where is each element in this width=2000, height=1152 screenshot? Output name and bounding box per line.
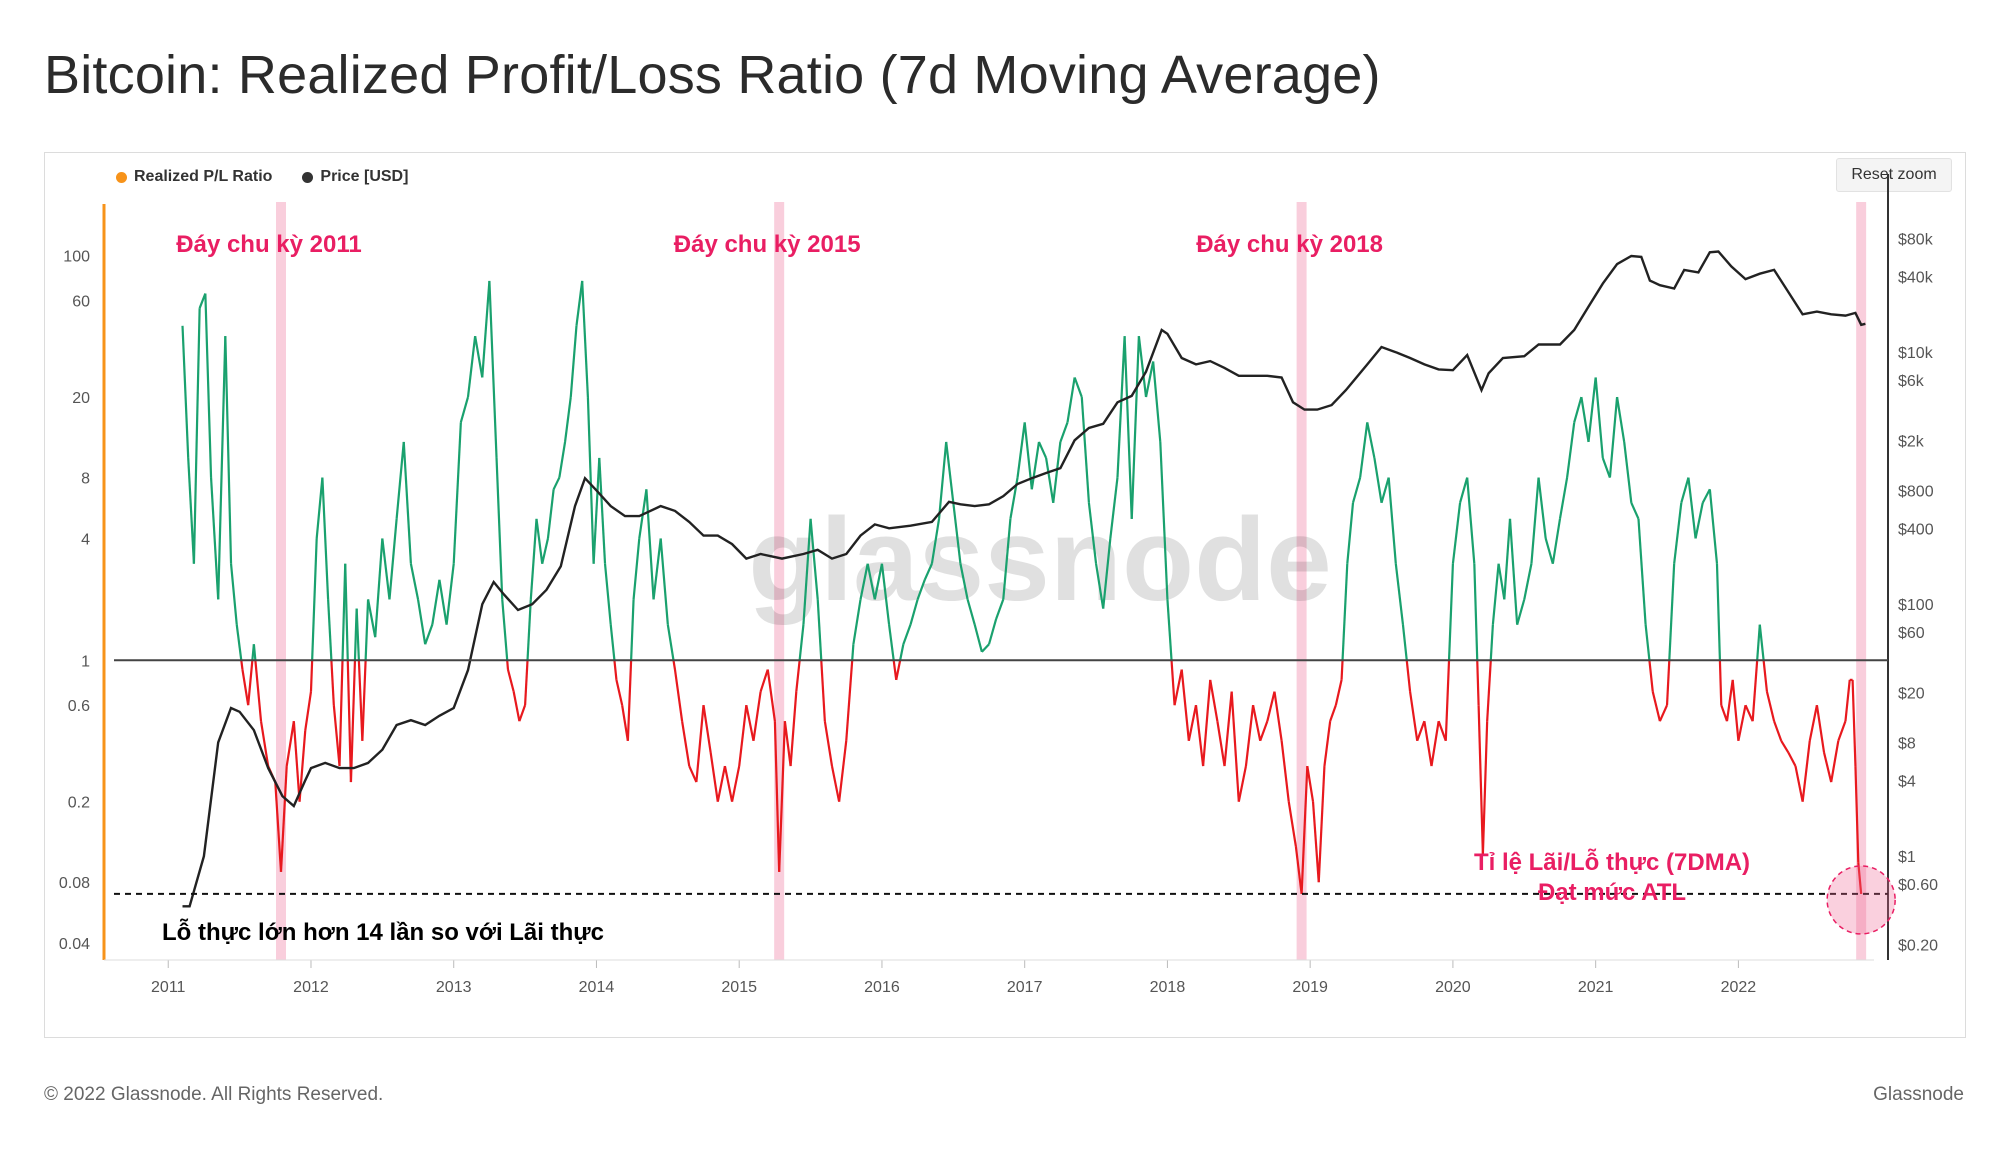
brand-text: Glassnode [1873, 1084, 1964, 1105]
copyright-text: © 2022 Glassnode. All Rights Reserved. [44, 1084, 384, 1105]
legend-item-price[interactable]: Price [USD] [302, 168, 408, 186]
legend-dot-price [302, 171, 314, 183]
legend-item-ratio[interactable]: Realized P/L Ratio [116, 168, 272, 186]
reset-zoom-button[interactable]: Reset zoom [1836, 158, 1952, 192]
legend-label-price: Price [USD] [320, 168, 409, 185]
legend-dot-ratio [116, 171, 127, 183]
legend-label-ratio: Realized P/L Ratio [134, 168, 273, 185]
chart-frame [44, 152, 1966, 1038]
legend: Realized P/L Ratio Price [USD] [116, 168, 408, 186]
page-title: Bitcoin: Realized Profit/Loss Ratio (7d … [44, 45, 1381, 105]
